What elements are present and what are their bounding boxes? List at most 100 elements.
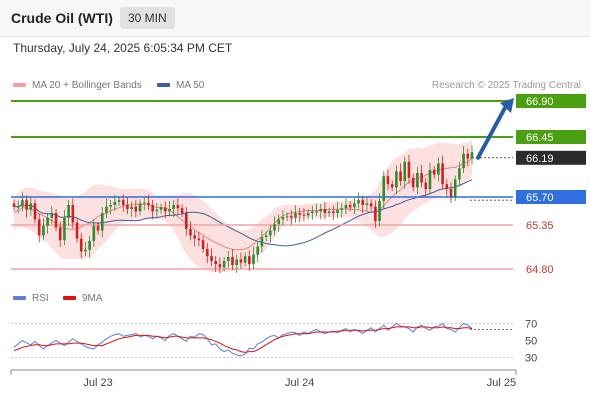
candle-up: [222, 261, 226, 268]
candle-up: [357, 200, 360, 204]
candle-down: [75, 222, 79, 239]
candle-down: [466, 153, 470, 159]
candle-up: [273, 224, 276, 231]
legend-9ma-label: 9MA: [82, 293, 103, 304]
candle-down: [441, 163, 444, 185]
candle-down: [323, 209, 327, 213]
ma20-swatch-icon: [13, 83, 26, 88]
candle-down: [79, 238, 83, 252]
ma50-line: [14, 179, 473, 247]
candle-down: [121, 200, 125, 205]
candle-down: [176, 205, 180, 209]
candle-down: [147, 202, 150, 205]
candle-down: [37, 219, 41, 236]
candle-down: [399, 171, 402, 181]
rsi-line: [13, 322, 473, 357]
pivot-label-box: [516, 190, 586, 204]
candle-up: [67, 205, 70, 218]
candle-down: [96, 225, 100, 231]
candle-up: [92, 225, 96, 241]
research-credit: Research © 2025 Trading Central: [431, 80, 581, 91]
candle-up: [226, 257, 230, 261]
candle-down: [386, 176, 390, 185]
candle-up: [453, 179, 457, 197]
candle-up: [29, 203, 33, 210]
candle-up: [428, 169, 432, 189]
candle-down: [420, 173, 423, 183]
candle-down: [445, 184, 449, 189]
rsi-ma-line: [13, 326, 473, 353]
legend-rsi-label: RSI: [32, 293, 49, 304]
candle-down: [189, 229, 192, 236]
candle-down: [424, 182, 428, 189]
candle-up: [142, 202, 146, 204]
candle-down: [298, 213, 302, 215]
candle-up: [168, 209, 171, 212]
candle-down: [126, 205, 129, 209]
candle-up: [256, 246, 260, 255]
forecast-arrow: [476, 104, 508, 160]
candle-up: [50, 213, 54, 218]
legend-ma50: MA 50: [157, 80, 204, 91]
rsi-tick-label: 30: [525, 353, 537, 365]
candle-up: [264, 235, 268, 237]
candle-up: [138, 203, 142, 212]
candle-down: [374, 206, 377, 221]
candle-down: [12, 203, 16, 207]
candle-down: [205, 249, 209, 257]
current-price-box: [516, 150, 586, 165]
candle-up: [42, 225, 45, 236]
candle-up: [315, 211, 318, 213]
candle-down: [390, 184, 394, 188]
candle-up: [243, 256, 247, 263]
candle-down: [361, 200, 365, 205]
candle-down: [369, 203, 373, 207]
rsi-tick-label: 50: [525, 336, 537, 348]
candle-up: [336, 209, 339, 213]
candle-up: [21, 200, 24, 207]
candle-down: [184, 213, 188, 229]
candle-down: [407, 161, 411, 178]
resistance-label: 66.45: [526, 132, 554, 144]
rsi-tick-label: 70: [525, 319, 537, 331]
x-tick-label: Jul 24: [285, 377, 314, 389]
candle-up: [437, 163, 440, 175]
candle-down: [231, 257, 234, 265]
candle-down: [58, 227, 62, 241]
candle-down: [218, 264, 222, 268]
resistance-label: 66.90: [526, 96, 554, 108]
timeframe-badge[interactable]: 30 MIN: [120, 7, 175, 29]
candle-down: [33, 203, 37, 220]
candle-up: [172, 205, 175, 209]
candle-down: [151, 205, 154, 212]
candle-up: [365, 203, 369, 205]
candle-down: [239, 259, 243, 263]
rsi-ma-swatch-icon: [63, 296, 76, 301]
header-bar: Crude Oil (WTI) 30 MIN: [0, 0, 590, 37]
x-tick-label: Jul 23: [83, 377, 112, 389]
candle-up: [327, 211, 331, 213]
candle-down: [290, 216, 293, 218]
candle-up: [130, 206, 133, 209]
ma50-swatch-icon: [157, 83, 170, 88]
candle-up: [470, 152, 474, 159]
candle-up: [113, 201, 117, 205]
candle-up: [277, 219, 281, 225]
candle-up: [395, 171, 398, 188]
candle-up: [155, 209, 159, 212]
candle-down: [54, 213, 58, 228]
candle-down: [180, 208, 184, 213]
candle-down: [197, 238, 201, 241]
pivot-label: 65.70: [526, 192, 554, 204]
candle-down: [302, 214, 306, 216]
candle-down: [432, 169, 436, 175]
candle-down: [214, 261, 217, 265]
candle-up: [109, 205, 112, 207]
candle-down: [201, 240, 205, 249]
legend-9ma: 9MA: [63, 293, 103, 304]
candle-up: [252, 254, 255, 265]
candle-up: [403, 161, 407, 181]
candle-up: [88, 241, 91, 250]
candle-up: [306, 213, 310, 216]
